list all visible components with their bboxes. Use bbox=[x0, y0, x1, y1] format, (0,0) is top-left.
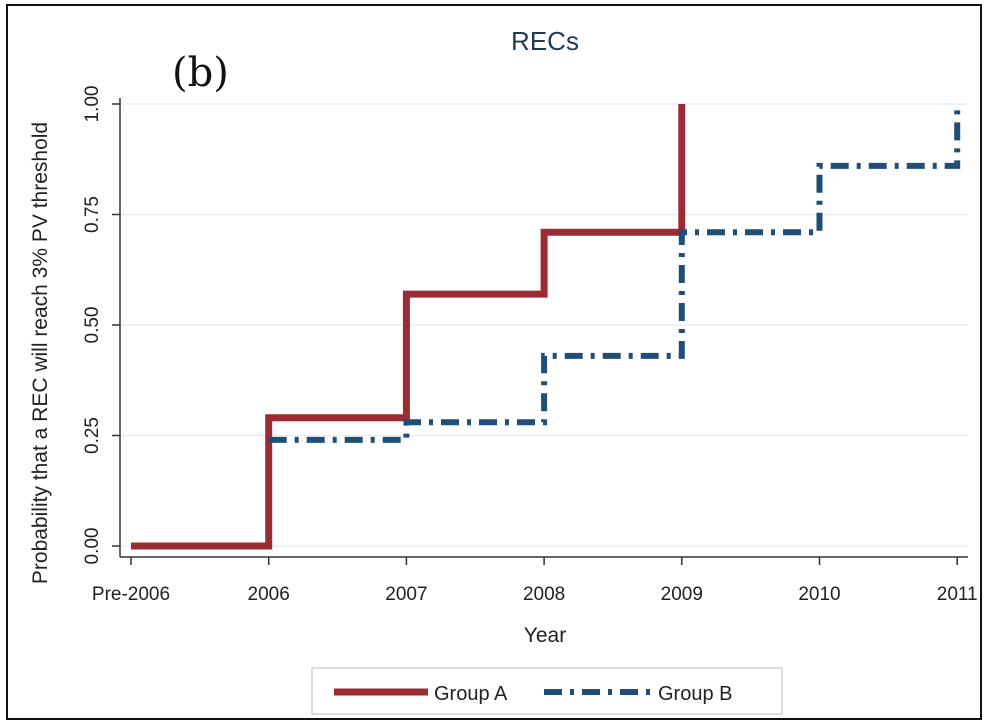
panel-label: (b) bbox=[172, 50, 229, 96]
y-axis-label: Probability that a REC will reach 3% PV … bbox=[29, 122, 52, 584]
y-tick-label: 0.25 bbox=[82, 417, 103, 454]
series-line-group-b bbox=[268, 104, 961, 443]
series-line-group-a bbox=[131, 104, 686, 550]
y-tick-label: 0.50 bbox=[82, 307, 103, 344]
x-tick-label: Pre-2006 bbox=[92, 584, 170, 605]
legend: Group A Group B bbox=[311, 667, 783, 715]
chart-title: RECs bbox=[511, 26, 579, 56]
grid-layer bbox=[120, 103, 968, 547]
x-tick-label: 2010 bbox=[798, 584, 840, 605]
legend-label-group-a: Group A bbox=[434, 683, 508, 705]
x-tick-label: 2009 bbox=[661, 584, 703, 605]
series-layer bbox=[131, 104, 961, 550]
x-tick-label: 2007 bbox=[385, 584, 427, 605]
figure-frame: (b) bbox=[6, 4, 982, 720]
y-tick-label: 0.00 bbox=[82, 528, 103, 565]
x-ticks: Pre-2006 2006 2007 2008 2009 2010 2011 bbox=[92, 557, 978, 605]
x-axis-label: Year bbox=[524, 624, 566, 647]
y-ticks: 0.00 0.25 0.50 0.75 1.00 bbox=[82, 86, 120, 565]
x-tick-label: 2006 bbox=[248, 584, 290, 605]
y-tick-label: 0.75 bbox=[82, 196, 103, 233]
x-tick-label: 2008 bbox=[523, 584, 565, 605]
x-tick-label: 2011 bbox=[937, 584, 978, 605]
legend-label-group-b: Group B bbox=[658, 683, 732, 705]
y-tick-label: 1.00 bbox=[82, 86, 103, 123]
